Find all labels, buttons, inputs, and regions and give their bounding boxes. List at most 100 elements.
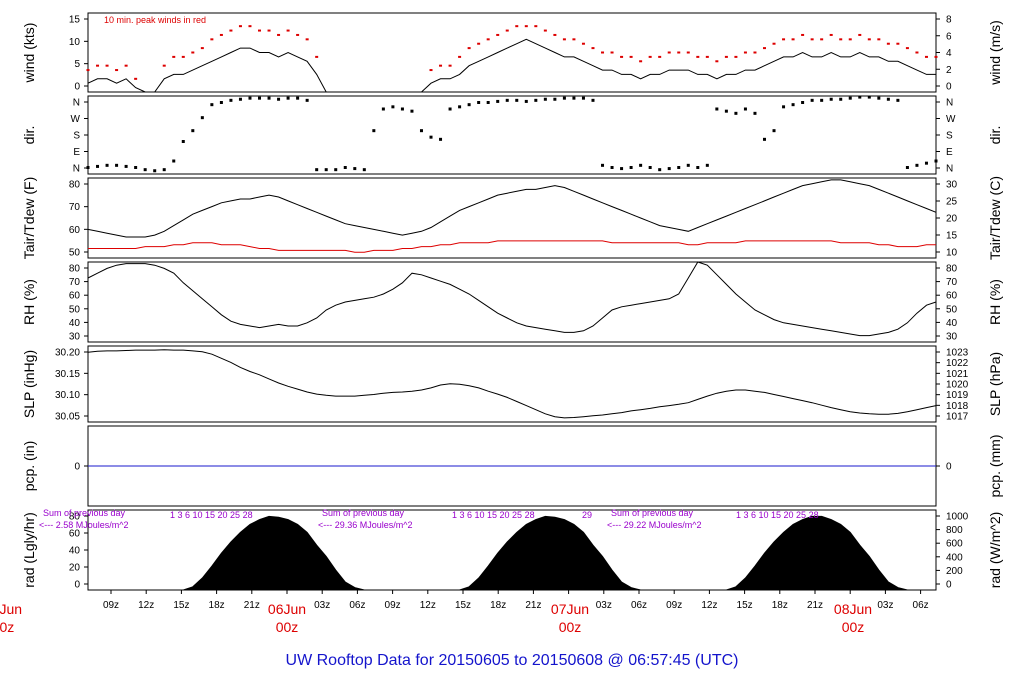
wind-annotation: 10 min. peak winds in red: [104, 15, 206, 25]
x-axis: 09z 12z 15z 18z 21z 03z 06z 09z 12z 15z 18z 21z 03z 0…: [0, 590, 929, 635]
rh-right-axis-title: RH (%): [987, 279, 1003, 325]
rh-left-tick-label: 40: [69, 318, 81, 329]
x-tick-label: 21z: [525, 600, 541, 611]
wind-left-tick-label: 10: [69, 37, 81, 48]
rad-right-tick-label: 400: [946, 552, 963, 563]
peak-wind-mark: [705, 55, 709, 58]
peak-wind-mark: [639, 60, 643, 63]
day-label-hour: 00z: [559, 619, 582, 635]
pcp-right-tick-label: 0: [946, 462, 952, 473]
panel-slp: 30.05 30.10 30.15 30.20 10171018101910201021…: [21, 345, 1003, 423]
slp-left-tick-label: 30.05: [55, 412, 80, 423]
peak-wind-mark: [162, 64, 166, 67]
dir-point: [277, 97, 281, 101]
rad-note-line2: <--- 29.36 MJoules/m^2: [318, 520, 413, 530]
panel-rh: 30 40 50 60 70 80 30 40 50 60 70 80 RH (%) RH (%): [21, 261, 1003, 343]
dir-point: [400, 107, 404, 111]
dir-point: [705, 163, 709, 167]
dir-point: [886, 97, 890, 101]
peak-wind-mark: [210, 38, 214, 41]
dir-point: [172, 159, 176, 163]
panel-pcp: 0 0 pcp. (in) pcp. (mm): [21, 425, 1003, 507]
dir-point: [153, 169, 157, 173]
dir-point: [905, 166, 909, 169]
wind-left-axis-title: wind (kts): [21, 23, 37, 84]
peak-wind-mark: [496, 33, 500, 36]
temp-dew-line: [88, 240, 936, 253]
peak-wind-mark: [734, 55, 738, 58]
peak-wind-mark: [200, 47, 204, 50]
chart-panels: 0 5 10 15 0 2 4 6 8 wind (kts) wind (m/s) 10 min. p…: [21, 12, 1003, 591]
dir-left-tick-label: N: [73, 164, 80, 175]
dir-point: [667, 167, 671, 171]
rh-left-tick-label: 30: [69, 332, 81, 343]
sun-tick-label: 1 3 6 10 15 20 25 28: [452, 510, 535, 520]
peak-wind-mark: [86, 69, 90, 72]
peak-wind-mark: [429, 69, 433, 72]
dir-right-axis-title: dir.: [987, 126, 1003, 145]
dir-right-tick-label: W: [946, 114, 956, 125]
dir-point: [219, 101, 223, 104]
dir-point: [915, 163, 919, 167]
peak-wind-mark: [610, 51, 614, 54]
peak-wind-mark: [267, 29, 271, 32]
peak-wind-mark: [448, 64, 452, 67]
dir-left-tick-label: E: [73, 147, 80, 158]
dir-point: [505, 98, 509, 102]
pcp-left-axis-title: pcp. (in): [21, 441, 37, 492]
x-tick-label: 12z: [420, 600, 436, 611]
temp-left-axis-title: Tair/Tdew (F): [21, 177, 37, 259]
x-tick-label: 18z: [772, 600, 788, 611]
wind-right-axis-title: wind (m/s): [987, 20, 1003, 86]
dir-point: [715, 107, 719, 111]
dir-point: [734, 111, 738, 115]
peak-wind-mark: [620, 55, 624, 58]
peak-wind-mark: [867, 38, 871, 41]
dir-right-tick-label: S: [946, 131, 953, 142]
dir-point: [191, 129, 195, 133]
dir-point: [305, 98, 309, 102]
x-tick-label: 09z: [103, 600, 119, 611]
x-tick-label: 18z: [490, 600, 506, 611]
peak-wind-mark: [305, 38, 309, 41]
day-label-hour: 00z: [842, 619, 865, 635]
rh-right-tick-label: 60: [946, 291, 958, 302]
peak-wind-mark: [667, 51, 671, 54]
rad-right-tick-label: 1000: [946, 512, 969, 523]
peak-wind-mark: [258, 29, 262, 32]
rh-right-tick-label: 70: [946, 277, 958, 288]
dir-point: [677, 166, 681, 169]
peak-wind-mark: [753, 51, 757, 54]
rh-left-tick-label: 50: [69, 304, 81, 315]
dir-point: [610, 166, 614, 169]
dir-point: [629, 166, 633, 169]
dir-left-tick-label: S: [73, 131, 80, 142]
peak-wind-mark: [562, 38, 566, 41]
panel-wind: 0 5 10 15 0 2 4 6 8 wind (kts) wind (m/s) 10 min. p…: [21, 12, 1003, 93]
x-tick-label: 12z: [701, 600, 717, 611]
temp-right-tick-label: 20: [946, 214, 958, 225]
dir-point: [772, 129, 776, 133]
dir-point: [858, 95, 862, 99]
dir-point: [515, 98, 519, 102]
peak-wind-mark: [848, 38, 852, 41]
dir-point: [877, 96, 881, 100]
x-tick-label: 03z: [596, 600, 612, 611]
pcp-left-tick-label: 0: [74, 462, 80, 473]
x-tick-label: 15z: [173, 600, 189, 611]
peak-wind-mark: [219, 33, 223, 36]
slp-right-tick-label: 1018: [946, 401, 969, 412]
peak-wind-mark: [115, 69, 119, 72]
peak-wind-mark: [715, 60, 719, 63]
rad-note-line1: Sum of previous day: [43, 508, 126, 518]
dir-point: [334, 168, 338, 172]
dir-point: [601, 163, 605, 167]
rad-left-tick-label: 60: [69, 529, 81, 540]
peak-wind-mark: [743, 51, 747, 54]
wind-frame: [87, 12, 937, 93]
dir-point: [238, 97, 242, 101]
peak-wind-mark: [439, 64, 443, 67]
slp-right-tick-label: 1020: [946, 380, 969, 391]
peak-wind-mark: [829, 33, 833, 36]
